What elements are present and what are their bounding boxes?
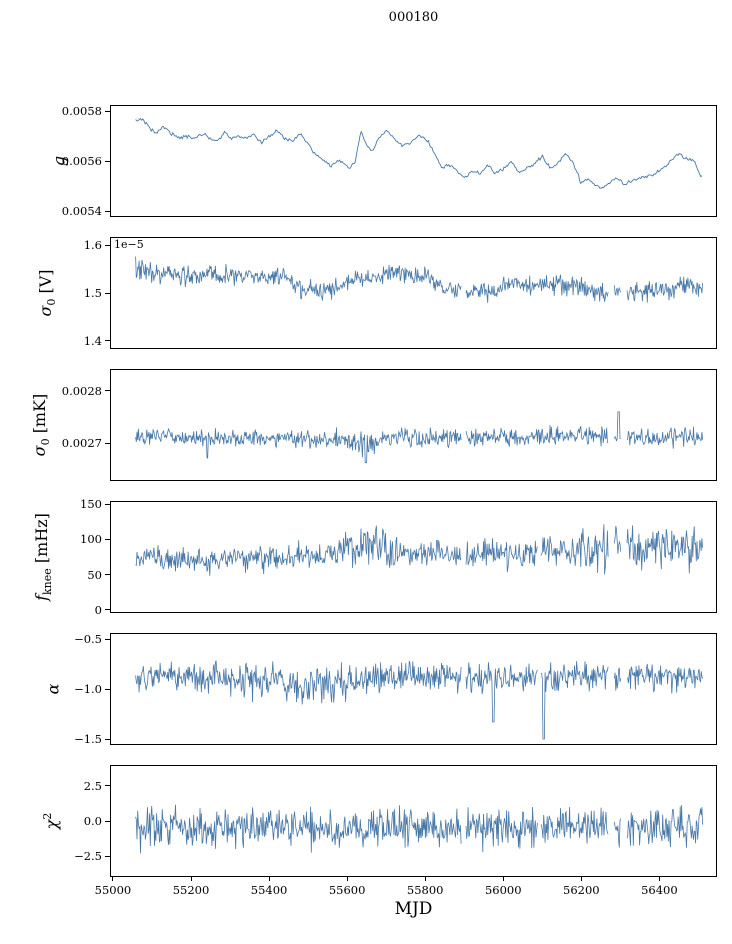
x-tick-mark	[346, 876, 348, 881]
axis-offset-label: 1e−5	[114, 238, 144, 251]
y-tick-mark	[105, 160, 110, 162]
y-tick-mark	[105, 785, 110, 787]
y-label-units: [mK]	[29, 393, 49, 439]
y-tick-label: 0.0054	[61, 204, 102, 218]
y-tick-label: 0	[94, 602, 102, 617]
y-tick-label: 1.4	[83, 333, 102, 348]
x-tick-label: 55600	[328, 883, 366, 897]
y-tick-mark	[105, 638, 110, 640]
y-label-sigma0_V: σ0 [V]	[36, 269, 58, 316]
y-label-superscript: 2	[40, 812, 54, 820]
y-label-sigma0_mK: σ0 [mK]	[30, 394, 52, 457]
x-tick-mark	[424, 876, 426, 881]
y-tick-mark	[105, 390, 110, 392]
y-label-symbol: σ	[35, 305, 55, 317]
x-tick-label: 55400	[250, 883, 288, 897]
x-tick-label: 56400	[641, 883, 678, 897]
y-tick-mark	[105, 110, 110, 112]
y-tick-mark	[105, 688, 110, 690]
y-tick-label: 0.0056	[61, 154, 102, 168]
panel-g: 0.0054 0.0056 0.0058 g	[50, 104, 717, 218]
panel-chi2: 2.5 0.0 −2.5 χ2 55000 55200 55400 55600 55800 560…	[41, 765, 717, 897]
series-plot-chi2	[135, 804, 703, 854]
series-path	[135, 411, 703, 464]
series-path	[135, 660, 703, 740]
x-tick-mark	[658, 876, 660, 881]
x-tick-label: 55800	[406, 883, 444, 897]
y-tick-mark	[105, 210, 110, 212]
series-plot-sigma0_mK	[135, 411, 703, 464]
y-tick-label: −0.5	[74, 632, 102, 647]
x-tick-mark	[112, 876, 114, 881]
y-label-symbol: g	[49, 155, 69, 167]
panel-sigma0_mK: 0.0027 0.0028 σ0 [mK]	[30, 369, 717, 481]
x-axis-label: MJD	[394, 899, 433, 919]
y-label-g: g	[50, 156, 69, 166]
x-tick-label: 55200	[172, 883, 210, 897]
x-tick-mark	[502, 876, 504, 881]
chart-title: 000180	[388, 10, 439, 25]
series-plot-fknee	[135, 524, 703, 576]
y-tick-label: 50	[87, 567, 102, 582]
series-path	[135, 256, 703, 303]
x-tick-mark	[580, 876, 582, 881]
y-tick-label: 100	[80, 532, 102, 547]
series-plot-sigma0_V	[135, 256, 703, 303]
panel-fknee: 0 50 100 150 fknee [mHz]	[32, 497, 717, 617]
y-label-symbol: α	[43, 683, 63, 695]
y-label-units: [mHz]	[31, 513, 51, 569]
y-label-alpha: α	[44, 684, 63, 695]
y-tick-label: 150	[80, 497, 102, 512]
y-tick-label: 1.6	[83, 238, 102, 253]
y-label-chi2: χ2	[41, 813, 61, 830]
x-tick-label: 56000	[484, 883, 522, 897]
y-tick-label: 0.0	[83, 814, 102, 828]
series-path	[135, 804, 703, 854]
x-tick-label: 56200	[563, 883, 600, 897]
panel-alpha: −0.5 −1.0 −1.5 α	[44, 632, 717, 746]
y-tick-label: 0.0058	[61, 104, 102, 119]
y-label-symbol: f	[31, 594, 51, 601]
series-plot-alpha	[135, 660, 703, 740]
x-tick-mark	[190, 876, 192, 881]
y-tick-mark	[105, 855, 110, 857]
series-plot-g	[135, 117, 703, 189]
y-tick-mark	[105, 574, 110, 576]
y-tick-label: −1.5	[74, 732, 102, 746]
x-tick-label: 55000	[94, 883, 132, 897]
y-tick-mark	[105, 442, 110, 444]
y-tick-mark	[105, 738, 110, 740]
y-tick-mark	[105, 609, 110, 611]
y-tick-label: −2.5	[74, 849, 102, 864]
y-label-subscript: 0	[39, 438, 53, 446]
y-tick-label: 0.0028	[61, 383, 102, 398]
y-label-units: [V]	[35, 269, 55, 299]
y-tick-mark	[105, 340, 110, 342]
y-tick-label: 0.0027	[61, 436, 102, 451]
y-label-symbol: σ	[29, 445, 49, 457]
y-tick-mark	[105, 292, 110, 294]
y-tick-label: 1.5	[83, 286, 102, 300]
y-label-subscript: knee	[41, 568, 55, 595]
y-tick-label: 2.5	[83, 778, 102, 793]
y-label-fknee: fknee [mHz]	[32, 513, 54, 601]
y-tick-mark	[105, 820, 110, 822]
y-tick-mark	[105, 244, 110, 246]
y-label-subscript: 0	[45, 298, 59, 306]
y-tick-mark	[105, 503, 110, 505]
x-tick-mark	[268, 876, 270, 881]
series-path	[135, 524, 703, 576]
y-tick-mark	[105, 538, 110, 540]
series-path	[135, 117, 703, 189]
panel-sigma0_V: 1.4 1.5 1.6 σ0 [V] 1e−5	[36, 237, 717, 349]
y-tick-label: −1.0	[74, 682, 102, 696]
y-label-symbol: χ	[42, 819, 62, 830]
